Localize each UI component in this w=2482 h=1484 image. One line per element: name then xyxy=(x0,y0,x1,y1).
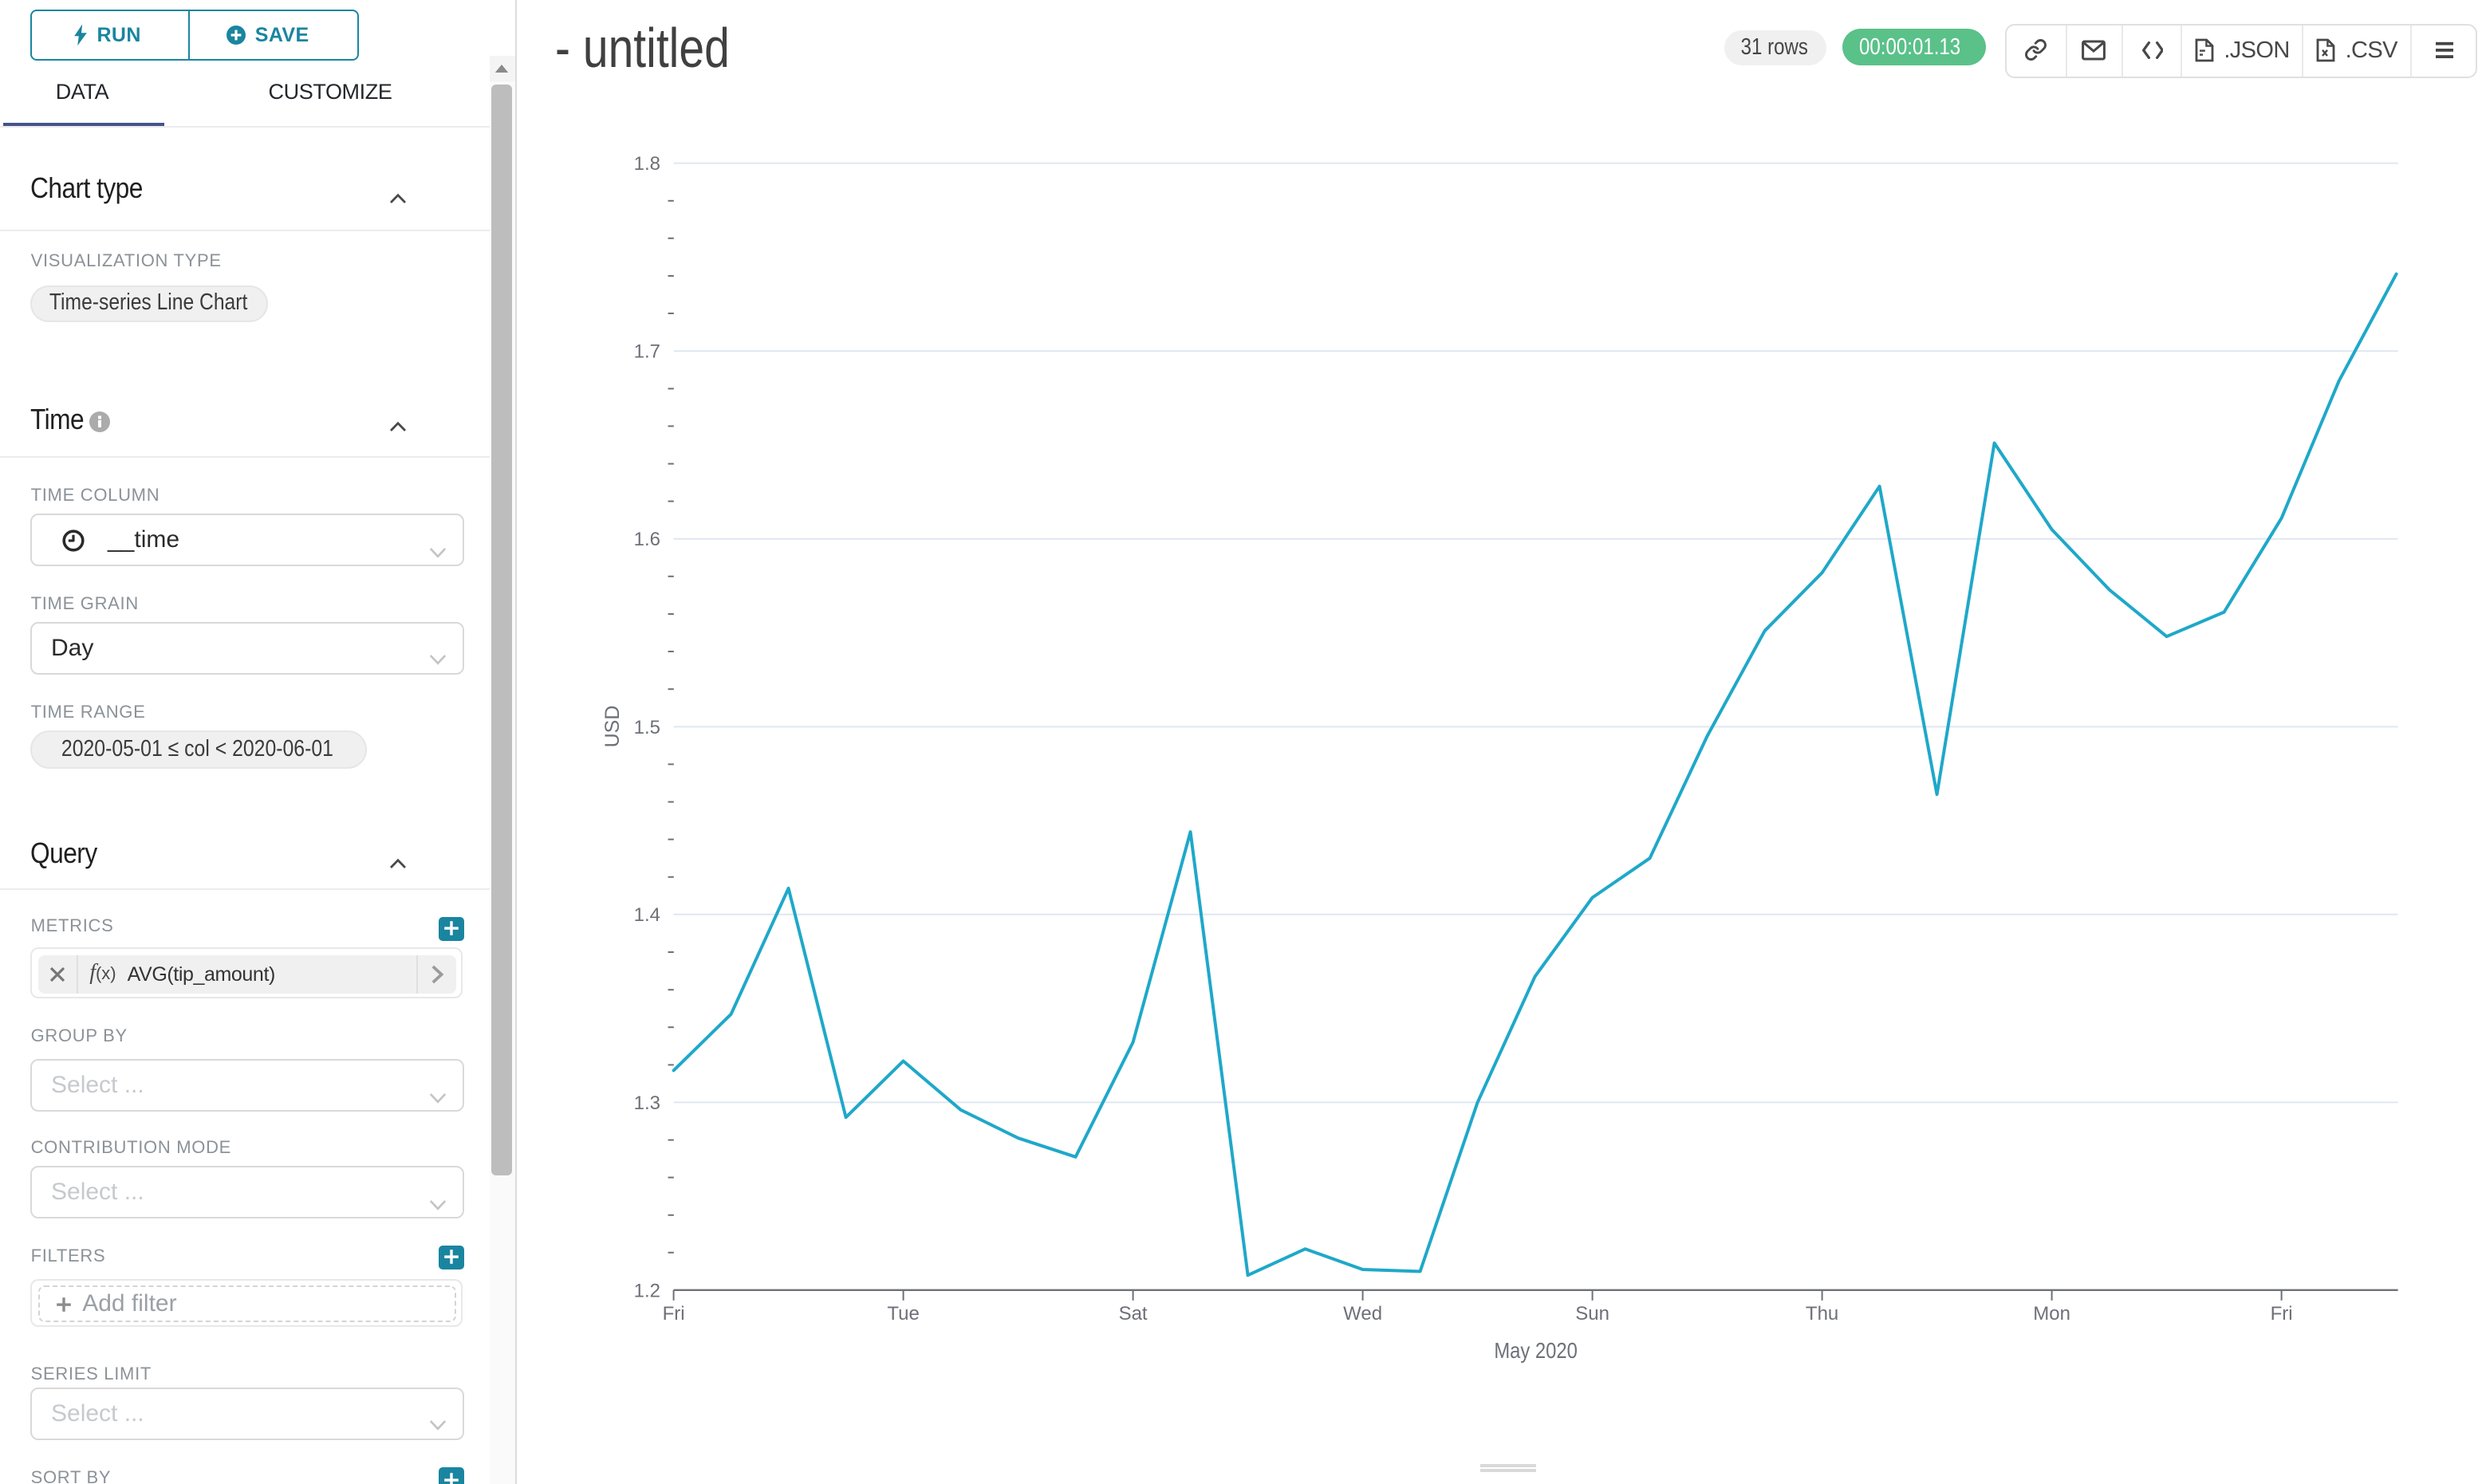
svg-text:Sun: Sun xyxy=(1575,1303,1609,1325)
svg-text:1.6: 1.6 xyxy=(634,529,660,550)
svg-text:Sat: Sat xyxy=(1119,1303,1148,1325)
svg-text:USD: USD xyxy=(601,706,624,748)
svg-text:Tue: Tue xyxy=(887,1303,919,1325)
svg-text:1.8: 1.8 xyxy=(634,153,660,175)
svg-text:May 2020: May 2020 xyxy=(1494,1337,1577,1363)
svg-text:1.2: 1.2 xyxy=(634,1280,660,1301)
svg-text:Fri: Fri xyxy=(2271,1303,2293,1325)
svg-text:1.4: 1.4 xyxy=(634,904,660,926)
svg-text:Mon: Mon xyxy=(2033,1303,2070,1325)
svg-text:1.7: 1.7 xyxy=(634,341,660,363)
svg-text:Thu: Thu xyxy=(1806,1303,1838,1325)
svg-text:1.3: 1.3 xyxy=(634,1092,660,1114)
svg-text:Fri: Fri xyxy=(663,1303,685,1325)
svg-text:1.5: 1.5 xyxy=(634,717,660,738)
svg-text:Wed: Wed xyxy=(1343,1303,1382,1325)
